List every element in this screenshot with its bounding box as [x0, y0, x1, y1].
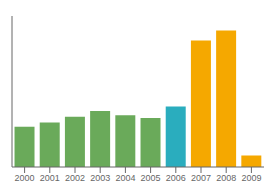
svg-text:2008: 2008 — [216, 173, 236, 183]
svg-text:2004: 2004 — [115, 173, 135, 183]
svg-text:2002: 2002 — [65, 173, 85, 183]
svg-text:2003: 2003 — [90, 173, 110, 183]
svg-text:2007: 2007 — [191, 173, 211, 183]
svg-text:2009: 2009 — [241, 173, 261, 183]
svg-text:2000: 2000 — [15, 173, 35, 183]
svg-text:2006: 2006 — [166, 173, 186, 183]
svg-text:2005: 2005 — [141, 173, 161, 183]
svg-text:2001: 2001 — [40, 173, 60, 183]
